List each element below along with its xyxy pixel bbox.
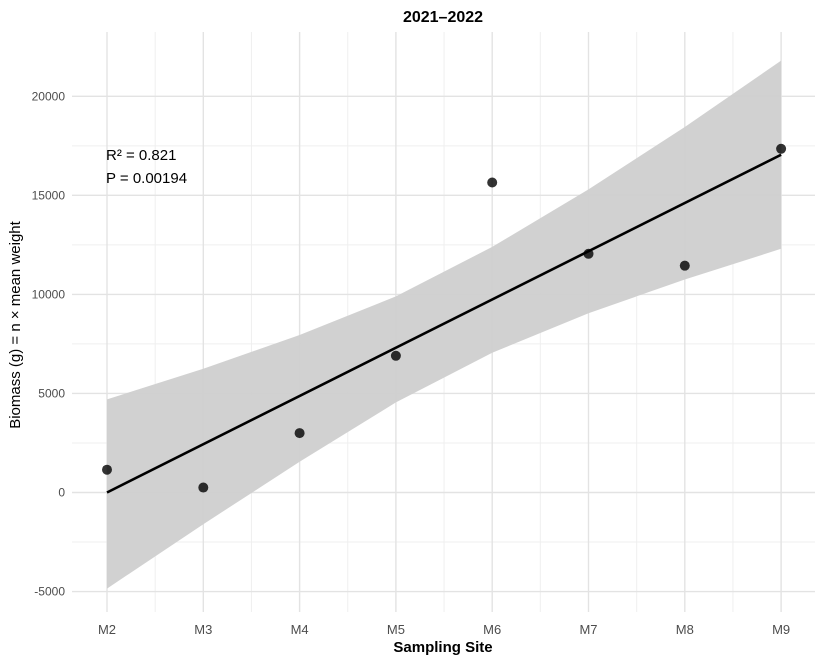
x-tick-label: M7	[579, 622, 597, 637]
y-axis-title: Biomass (g) = n × mean weight	[7, 220, 24, 428]
r-squared-annotation: R² = 0.821	[106, 147, 176, 164]
y-tick-label: 20000	[32, 89, 66, 103]
data-point-m9	[776, 143, 787, 154]
chart-title: 2021–2022	[403, 9, 483, 26]
x-tick-label: M3	[194, 622, 212, 637]
regression-line	[106, 153, 782, 494]
data-point-m3	[198, 482, 209, 493]
x-tick-label: M8	[676, 622, 694, 637]
y-tick-labels: -5000 0 5000 10000 15000 20000	[32, 89, 66, 598]
y-tick-label: 15000	[32, 188, 66, 202]
x-axis-title: Sampling Site	[393, 639, 492, 656]
p-value-annotation: P = 0.00194	[106, 170, 187, 187]
y-tick-label: -5000	[34, 585, 65, 599]
y-tick-label: 10000	[32, 287, 66, 301]
y-tick-label: 5000	[38, 386, 65, 400]
x-tick-label: M4	[291, 622, 309, 637]
data-point-m2	[102, 464, 112, 475]
x-tick-label: M6	[483, 622, 501, 637]
data-point-m4	[294, 428, 305, 439]
x-tick-labels: M2 M3 M4 M5 M6 M7 M8 M9	[98, 622, 790, 637]
data-point-m7	[583, 248, 594, 259]
data-point-m5	[390, 350, 401, 361]
data-point-m8	[679, 260, 690, 271]
regression-line-layer	[106, 153, 782, 494]
y-tick-label: 0	[58, 486, 65, 500]
data-point-m6	[487, 177, 498, 188]
x-tick-label: M9	[772, 622, 790, 637]
x-tick-label: M5	[387, 622, 405, 637]
x-tick-label: M2	[98, 622, 116, 637]
data-points-layer	[102, 143, 787, 493]
